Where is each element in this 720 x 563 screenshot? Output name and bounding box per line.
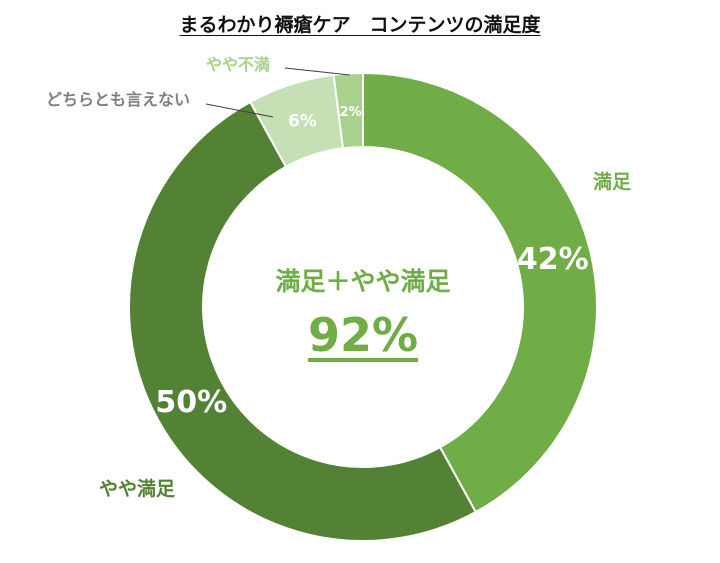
slice-1 — [128, 100, 478, 542]
slice-category-label-3: やや不満 — [206, 55, 270, 74]
chart-title: まるわかり褥瘡ケア コンテンツの満足度 — [179, 14, 541, 36]
slice-category-label-1: やや満足 — [99, 478, 176, 500]
center-value: 92% — [308, 308, 418, 362]
slice-value-label-2: 6% — [288, 112, 317, 132]
center-label: 満足＋やや満足 — [275, 267, 450, 296]
slice-category-label-0: 満足 — [593, 171, 632, 193]
slice-category-label-2: どちらとも言えない — [46, 90, 190, 109]
leader-line-2 — [205, 103, 274, 118]
slice-value-label-0: 42% — [517, 242, 589, 277]
slice-value-label-3: 2% — [340, 105, 362, 120]
slice-value-label-1: 50% — [155, 385, 227, 420]
center-value-underline — [308, 358, 418, 362]
slice-0 — [362, 71, 598, 514]
leader-line-3 — [284, 67, 351, 76]
